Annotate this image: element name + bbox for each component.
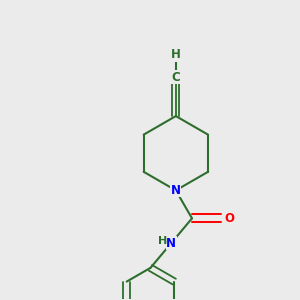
Text: H: H (171, 48, 181, 61)
Text: H: H (158, 236, 167, 247)
Text: N: N (166, 237, 176, 250)
Text: N: N (171, 184, 181, 197)
Text: O: O (224, 212, 234, 225)
Text: C: C (172, 71, 180, 84)
